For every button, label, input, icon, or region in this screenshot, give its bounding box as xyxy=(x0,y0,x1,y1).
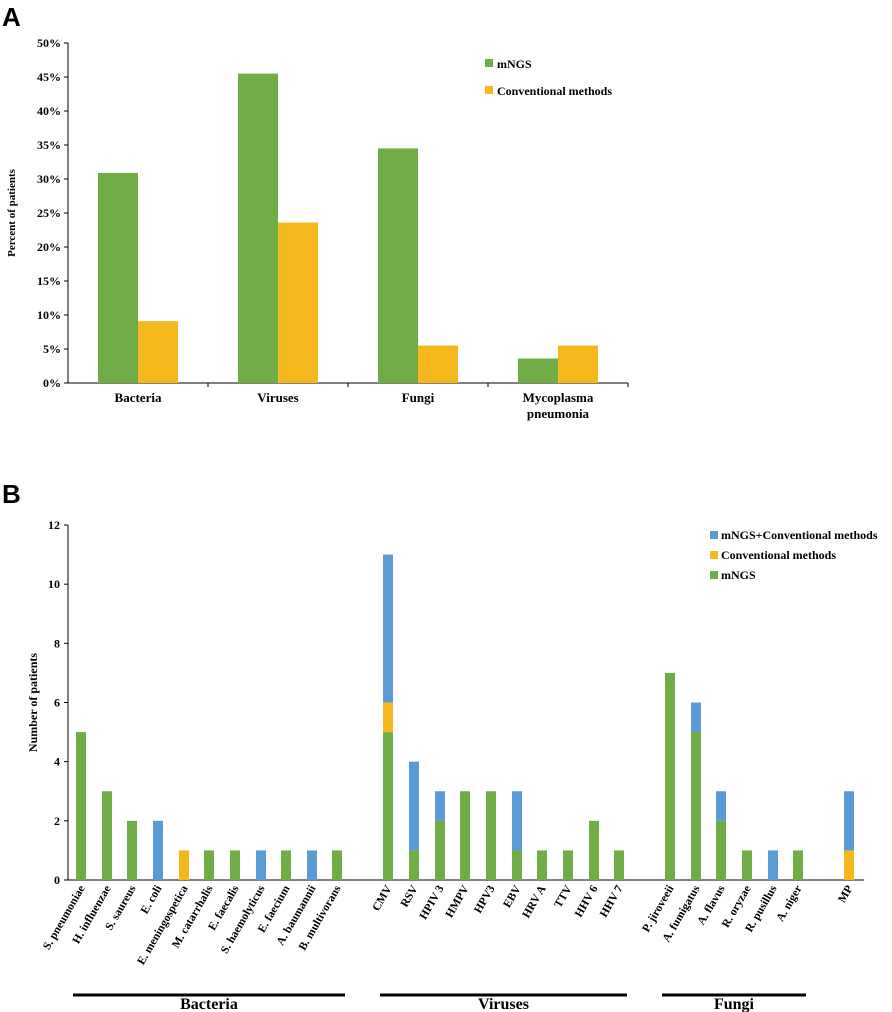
y-tick-label: 6 xyxy=(54,696,60,710)
bar-mngs xyxy=(518,358,558,383)
y-tick-label: 25% xyxy=(37,206,61,220)
y-tick-label: 8 xyxy=(54,636,60,650)
y-tick-label: 45% xyxy=(37,70,61,84)
bar-segment-mngs-conventional-methods xyxy=(435,791,445,821)
bar-segment-mngs-conventional-methods xyxy=(716,791,726,821)
bar-segment-mngs xyxy=(460,791,470,880)
y-tick-label: 20% xyxy=(37,240,61,254)
y-tick-label: 10 xyxy=(48,577,60,591)
legend-label: mNGS xyxy=(721,568,756,582)
bar-segment-mngs-conventional-methods xyxy=(768,850,778,880)
bar-segment-mngs xyxy=(691,732,701,880)
x-tick-label: EBV xyxy=(501,883,524,910)
group-label: Bacteria xyxy=(180,996,238,1012)
legend-swatch xyxy=(485,86,493,94)
bar-segment-conventional-methods xyxy=(179,850,189,880)
y-tick-label: 30% xyxy=(37,172,61,186)
bar-conventional-methods xyxy=(558,345,598,383)
y-tick-label: 50% xyxy=(37,36,61,50)
y-tick-label: 0 xyxy=(54,873,60,887)
x-tick-label: HHV 6 xyxy=(573,883,601,919)
bar-segment-mngs-conventional-methods xyxy=(512,791,522,851)
x-tick-label: Mycoplasma xyxy=(523,390,594,405)
x-tick-label: RSV xyxy=(399,883,421,910)
y-tick-label: 15% xyxy=(37,274,61,288)
legend-swatch xyxy=(710,571,718,579)
bar-segment-mngs xyxy=(486,791,496,880)
x-tick-label: pneumonia xyxy=(527,406,590,421)
x-tick-label: HMPV xyxy=(444,883,472,920)
bar-segment-mngs-conventional-methods xyxy=(691,702,701,733)
y-tick-label: 4 xyxy=(54,755,60,769)
bar-segment-mngs-conventional-methods xyxy=(307,850,317,880)
panel-b-label: B xyxy=(2,479,21,509)
panel-a-label: A xyxy=(2,2,21,32)
legend-swatch xyxy=(710,551,718,559)
bar-segment-mngs-conventional-methods xyxy=(256,850,266,880)
x-tick-label: HHV 7 xyxy=(598,883,626,919)
bar-segment-mngs-conventional-methods xyxy=(383,554,393,703)
y-tick-label: 12 xyxy=(48,518,60,532)
bar-segment-mngs xyxy=(76,732,86,880)
x-tick-label: Fungi xyxy=(402,390,435,405)
bar-conventional-methods xyxy=(418,345,458,383)
y-tick-label: 2 xyxy=(54,814,60,828)
legend-label: mNGS xyxy=(497,57,532,71)
group-label: Viruses xyxy=(478,996,529,1012)
x-tick-label: Viruses xyxy=(257,390,298,405)
bar-segment-mngs xyxy=(281,850,291,880)
legend-label: mNGS+Conventional methods xyxy=(721,528,878,542)
x-tick-label: MP xyxy=(836,884,855,905)
chart-a: 0% 5% 10% 15% 20% 25% 30% 35% 40% 45% 50% Percent o… xyxy=(6,36,629,421)
bar-mngs xyxy=(98,172,138,383)
bar-segment-mngs xyxy=(716,820,726,880)
bar-segment-mngs xyxy=(589,820,599,880)
y-tick-label: 5% xyxy=(43,342,61,356)
x-tick-label: HRV A xyxy=(520,883,548,920)
bar-segment-mngs xyxy=(435,820,445,880)
bar-mngs xyxy=(378,148,418,383)
bar-segment-mngs xyxy=(665,672,675,880)
bar-segment-conventional-methods xyxy=(383,702,393,733)
bar-segment-mngs xyxy=(742,850,752,880)
x-tick-label: HPV3 xyxy=(472,883,498,915)
x-tick-label: E. coli xyxy=(139,883,165,916)
legend-swatch xyxy=(710,531,718,539)
bar-segment-mngs xyxy=(332,850,342,880)
legend-label: Conventional methods xyxy=(497,84,612,98)
bar-segment-mngs xyxy=(793,850,803,880)
y-axis-title: Percent of patients xyxy=(6,168,18,256)
bar-conventional-methods xyxy=(278,222,318,383)
x-tick-label: HPIV 3 xyxy=(418,883,447,921)
bar-segment-mngs xyxy=(537,850,547,880)
bar-segment-mngs-conventional-methods xyxy=(409,761,419,851)
bar-segment-mngs xyxy=(102,791,112,880)
group-label: Fungi xyxy=(714,996,755,1012)
bar-conventional-methods xyxy=(138,321,178,383)
y-tick-label: 40% xyxy=(37,104,61,118)
bar-segment-mngs xyxy=(230,850,240,880)
x-tick-label: Bacteria xyxy=(115,390,162,405)
bar-segment-mngs xyxy=(204,850,214,880)
bar-segment-mngs xyxy=(614,850,624,880)
bar-segment-mngs xyxy=(512,850,522,880)
bar-segment-mngs xyxy=(409,850,419,880)
bar-segment-mngs-conventional-methods xyxy=(153,820,163,880)
bar-segment-mngs xyxy=(127,820,137,880)
legend-swatch xyxy=(485,59,493,67)
bar-segment-conventional-methods xyxy=(844,850,854,880)
y-tick-label: 0% xyxy=(43,376,61,390)
y-tick-label: 35% xyxy=(37,138,61,152)
legend-label: Conventional methods xyxy=(721,548,836,562)
bar-segment-mngs xyxy=(383,732,393,880)
bar-mngs xyxy=(238,73,278,383)
bar-segment-mngs xyxy=(563,850,573,880)
y-axis-title: Number of patients xyxy=(26,653,40,752)
x-tick-label: CMV xyxy=(370,883,394,913)
bar-segment-mngs-conventional-methods xyxy=(844,791,854,851)
y-tick-label: 10% xyxy=(37,308,61,322)
x-tick-label: TTV xyxy=(552,883,575,910)
